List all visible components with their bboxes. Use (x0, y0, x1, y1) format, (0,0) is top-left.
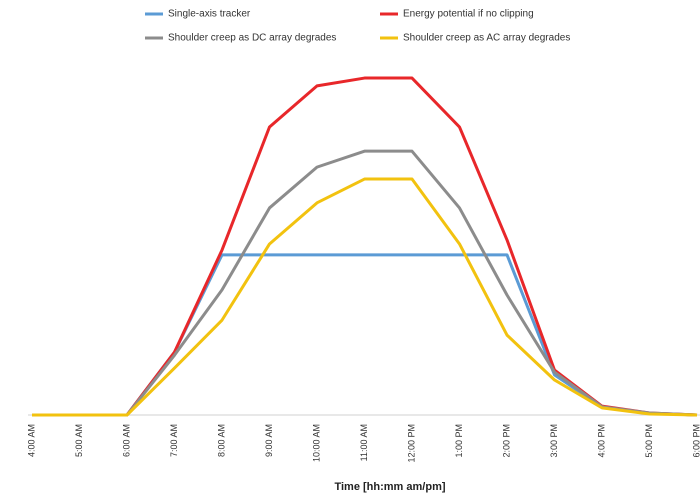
x-tick-label: 9:00 AM (264, 424, 274, 457)
x-tick-label: 6:00 AM (121, 424, 131, 457)
x-tick-label: 5:00 PM (644, 424, 654, 458)
x-tick-label: 12:00 PM (406, 424, 416, 463)
x-tick-label: 6:00 PM (691, 424, 700, 458)
x-tick-label: 2:00 PM (501, 424, 511, 458)
series-line (32, 76, 698, 417)
legend-label: Energy potential if no clipping (403, 9, 534, 20)
legend-label: Shoulder creep as DC array degrades (168, 33, 336, 44)
series-line (32, 253, 698, 417)
x-tick-label: 10:00 AM (311, 424, 321, 462)
x-tick-label: 4:00 AM (26, 424, 36, 457)
x-tick-label: 4:00 PM (596, 424, 606, 458)
x-tick-label: 8:00 AM (216, 424, 226, 457)
x-axis-title: Time [hh:mm am/pm] (334, 481, 445, 493)
x-tick-label: 11:00 AM (359, 424, 369, 461)
x-tick-label: 7:00 AM (169, 424, 179, 457)
x-tick-label: 5:00 AM (74, 424, 84, 457)
legend-label: Single-axis tracker (168, 9, 251, 20)
series-line (32, 149, 698, 417)
legend-label: Shoulder creep as AC array degrades (403, 33, 570, 44)
x-tick-label: 1:00 PM (454, 424, 464, 458)
x-tick-label: 3:00 PM (549, 424, 559, 458)
series-line (32, 177, 698, 417)
